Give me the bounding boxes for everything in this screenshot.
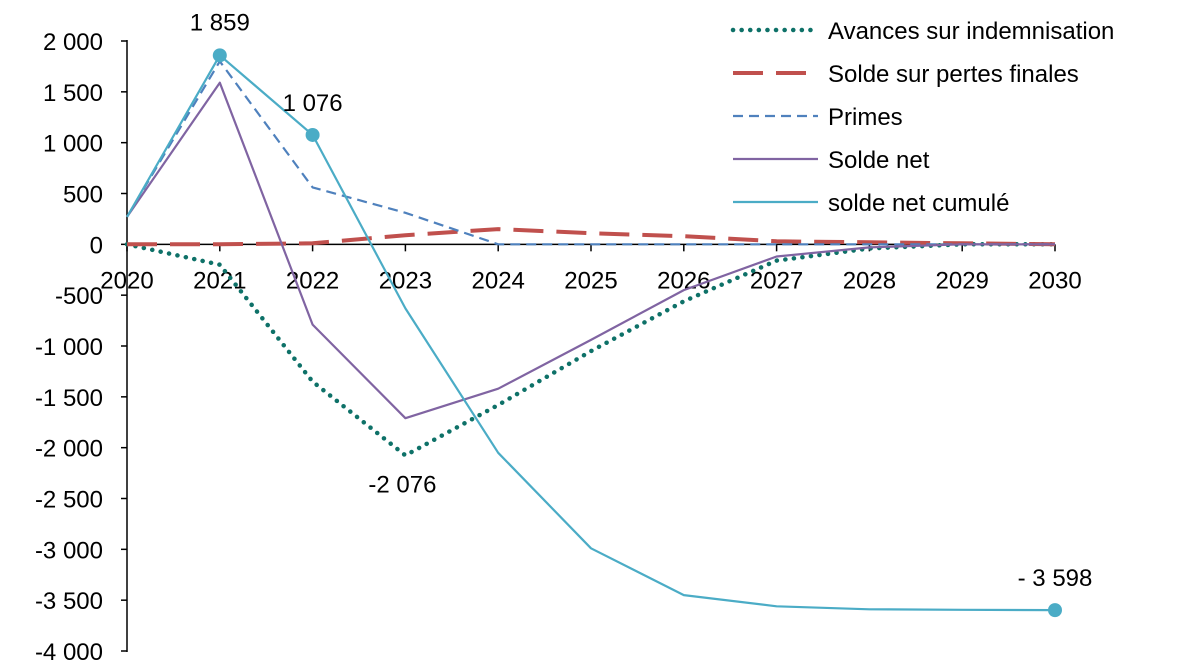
y-tick-label: 0 xyxy=(90,232,103,259)
legend-label-2: Primes xyxy=(828,104,903,131)
x-tick-label: 2028 xyxy=(843,267,896,294)
data-label: - 3 598 xyxy=(1018,565,1093,592)
data-label: 1 859 xyxy=(190,9,250,36)
series-line-1 xyxy=(127,227,1056,247)
y-tick-label: -2 000 xyxy=(35,436,103,463)
y-tick-label: 500 xyxy=(63,182,103,209)
y-tick-label: -1 000 xyxy=(35,334,103,361)
legend-label-0: Avances sur indemnisation xyxy=(828,18,1114,45)
x-tick-label: 2029 xyxy=(936,267,989,294)
y-tick-label: 2 000 xyxy=(43,29,103,56)
y-tick-label: 1 000 xyxy=(43,131,103,158)
x-tick-label: 2023 xyxy=(379,267,432,294)
x-axis-ticks: 2020 2021 2022 2023 2024 2025 2026 2027 2028 2029… xyxy=(100,244,1082,294)
y-tick-label: -3 500 xyxy=(35,588,103,615)
legend-label-3: Solde net xyxy=(828,147,930,174)
x-tick-label: 2024 xyxy=(472,267,525,294)
y-tick-label: 1 500 xyxy=(43,80,103,107)
x-tick-label: 2030 xyxy=(1028,267,1081,294)
y-tick-label: -1 500 xyxy=(35,385,103,412)
x-tick-label: 2021 xyxy=(193,267,246,294)
series-line-4 xyxy=(126,54,1056,612)
data-point-marker xyxy=(305,127,320,142)
data-label: -2 076 xyxy=(368,471,436,498)
y-tick-label: -3 000 xyxy=(35,537,103,564)
series-line-0 xyxy=(124,242,1058,458)
x-tick-label: 2025 xyxy=(564,267,617,294)
series-line-2 xyxy=(126,60,1055,246)
data-point-marker xyxy=(212,48,227,63)
series-line-3 xyxy=(126,81,1055,420)
legend-label-1: Solde sur pertes finales xyxy=(828,61,1079,88)
series-lines xyxy=(124,54,1058,612)
data-point-marker xyxy=(1048,603,1062,618)
data-label: 1 076 xyxy=(283,90,343,117)
y-tick-label: -4 000 xyxy=(35,639,103,666)
x-tick-label: 2027 xyxy=(750,267,803,294)
y-axis-ticks: 2 000 1 500 1 000 500 0 -500 -1 000 -1 500 -2 00… xyxy=(35,29,127,666)
x-tick-label: 2020 xyxy=(100,267,153,294)
x-tick-label: 2022 xyxy=(286,267,339,294)
legend-label-4: solde net cumulé xyxy=(828,190,1009,217)
y-tick-label: -2 500 xyxy=(35,487,103,514)
legend: Avances sur indemnisation Solde sur perte… xyxy=(730,18,1114,217)
data-labels: 1 859 1 076 -2 076 - 3 598 xyxy=(190,9,1093,618)
y-tick-label: -500 xyxy=(55,283,103,310)
